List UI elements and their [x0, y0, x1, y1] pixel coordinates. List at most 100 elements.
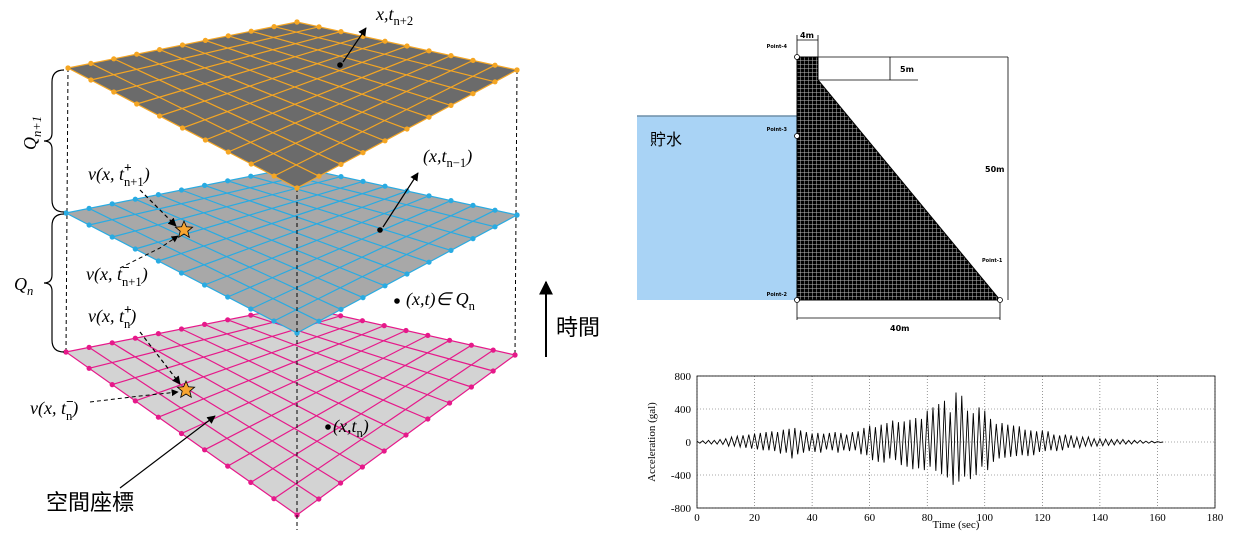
time-label: 時間: [556, 316, 600, 341]
label-sub: n+1: [122, 275, 142, 289]
node: [514, 67, 519, 72]
node: [403, 432, 408, 437]
node: [316, 496, 321, 501]
math-label: (x,tn−1): [423, 146, 472, 170]
node: [426, 193, 431, 198]
label-sub: n: [469, 299, 476, 313]
x-tick-label: 140: [1092, 512, 1109, 524]
node: [87, 345, 92, 350]
node: [87, 222, 92, 227]
node: [382, 323, 387, 328]
node: [225, 464, 230, 469]
node: [338, 313, 343, 318]
node: [448, 103, 453, 108]
node: [492, 79, 497, 84]
node: [360, 295, 365, 300]
node: [226, 149, 231, 154]
label-close: ): [141, 264, 148, 285]
node: [512, 352, 517, 357]
label-close: ): [129, 306, 136, 327]
y-axis-label: Acceleration (gal): [646, 402, 658, 482]
label-main: v(x, t: [88, 164, 125, 185]
label-close: ): [465, 146, 472, 167]
node: [202, 183, 207, 188]
math-label: v(x, t−n): [30, 394, 78, 423]
label-close: ): [71, 398, 78, 419]
node: [448, 53, 453, 58]
node: [403, 328, 408, 333]
node: [360, 179, 365, 184]
point: [377, 227, 383, 233]
x-tick-label: 160: [1149, 512, 1166, 524]
y-tick-label: 0: [686, 437, 692, 449]
node: [426, 48, 431, 53]
node: [179, 187, 184, 192]
node: [157, 113, 162, 118]
node: [271, 318, 276, 323]
node: [448, 248, 453, 253]
node: [87, 206, 92, 211]
node: [470, 236, 475, 241]
node: [133, 246, 138, 251]
node: [338, 307, 343, 312]
node: [294, 185, 299, 190]
node: [225, 178, 230, 183]
node: [87, 366, 92, 371]
point: [337, 62, 343, 68]
node: [316, 24, 321, 29]
label-sub: n: [27, 284, 33, 298]
node: [156, 192, 161, 197]
node: [360, 150, 365, 155]
monitor-point: [795, 55, 800, 60]
math-label: Qn: [14, 274, 33, 298]
label-close: ): [143, 164, 150, 185]
node: [134, 52, 139, 57]
node: [404, 126, 409, 131]
node: [156, 258, 161, 263]
node: [316, 319, 321, 324]
node: [425, 416, 430, 421]
node: [272, 173, 277, 178]
label-main: Q: [20, 137, 40, 150]
y-tick-label: -800: [671, 503, 692, 515]
x-tick-label: 180: [1207, 512, 1224, 524]
node: [338, 480, 343, 485]
waveform: [697, 393, 1163, 485]
node: [382, 39, 387, 44]
dam-label: Point-1: [982, 258, 1003, 264]
node: [492, 224, 497, 229]
dam-label: 貯水: [650, 130, 682, 149]
label-sub: n−1: [446, 156, 466, 170]
math-label: Qn+1: [20, 116, 44, 150]
node: [202, 447, 207, 452]
node: [203, 137, 208, 142]
node: [157, 47, 162, 52]
node: [492, 208, 497, 213]
node: [179, 431, 184, 436]
node: [111, 56, 116, 61]
node: [338, 29, 343, 34]
node: [469, 343, 474, 348]
node: [156, 331, 161, 336]
node: [404, 43, 409, 48]
node: [248, 174, 253, 179]
node: [88, 61, 93, 66]
node: [249, 161, 254, 166]
node: [203, 38, 208, 43]
point: [394, 298, 400, 304]
node: [382, 184, 387, 189]
math-label: x,tn+2: [375, 4, 413, 28]
node: [491, 348, 496, 353]
dam-label: 5m: [900, 65, 914, 74]
brace: [44, 70, 64, 212]
brace: [44, 214, 64, 352]
node: [469, 384, 474, 389]
dam-label: Point-3: [767, 127, 788, 133]
label-sup: −: [122, 260, 130, 275]
node: [271, 496, 276, 501]
node: [447, 400, 452, 405]
label-sub: n+2: [394, 14, 414, 28]
label-sub: n+1: [124, 175, 144, 189]
node: [133, 336, 138, 341]
node: [447, 338, 452, 343]
